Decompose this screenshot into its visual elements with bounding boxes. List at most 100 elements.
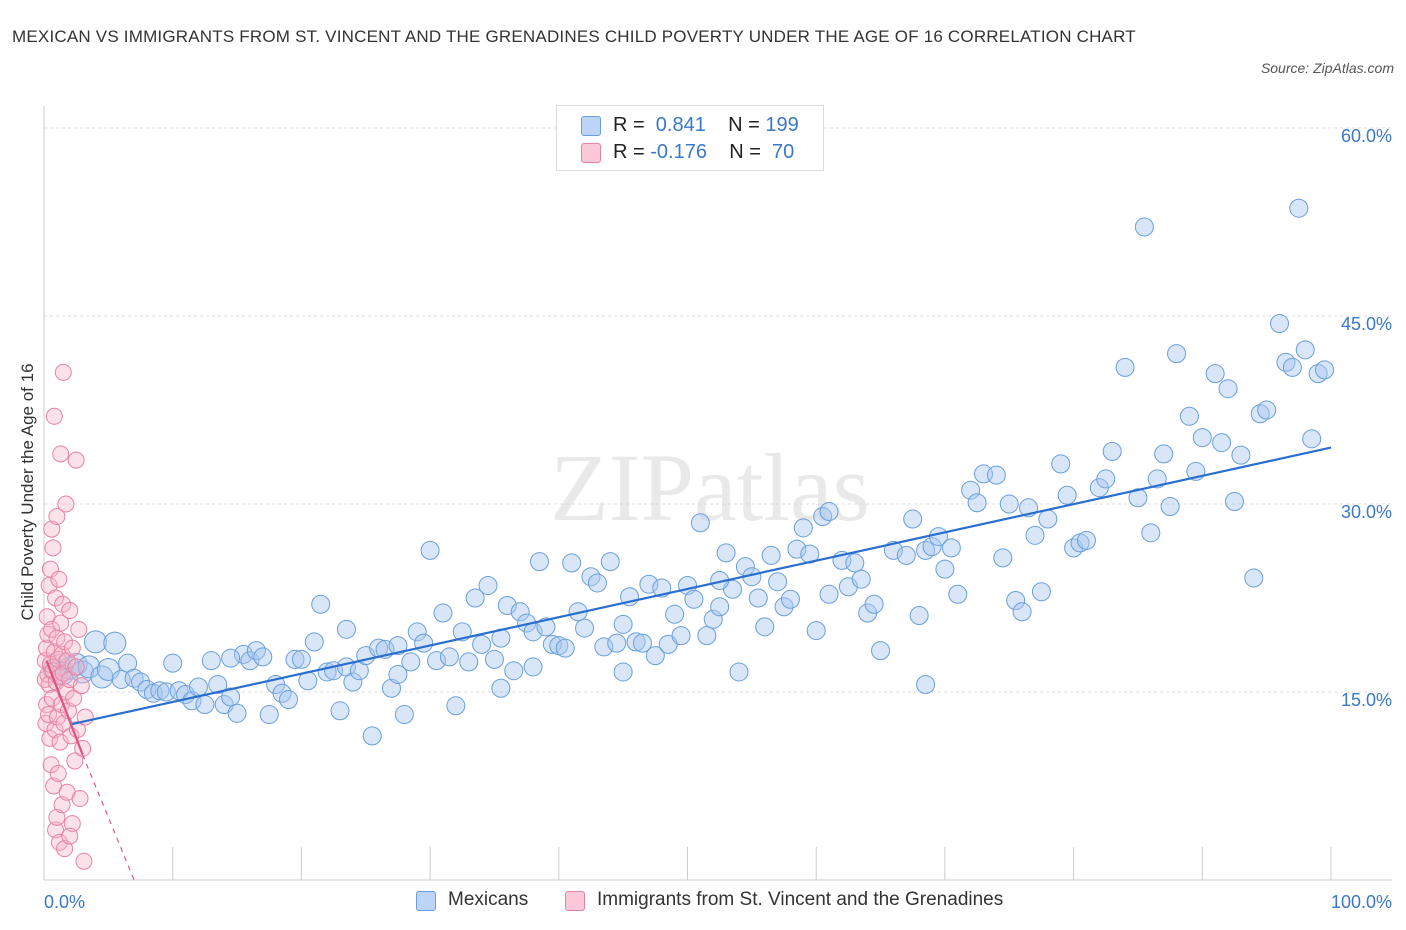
data-point-mexicans: [1282, 357, 1302, 377]
data-point-mexicans: [1128, 488, 1148, 508]
gridlines: [44, 127, 1392, 693]
legend-r-label: R =: [613, 141, 651, 163]
data-point-mexicans: [986, 465, 1006, 485]
data-point-mexicans: [1192, 428, 1212, 448]
data-point-mexicans: [1302, 429, 1322, 449]
data-point-mexicans: [504, 661, 524, 681]
data-point-immigrants: [63, 639, 81, 657]
data-point-mexicans: [201, 651, 221, 671]
data-point-mexicans: [697, 626, 717, 646]
data-point-mexicans: [555, 638, 575, 658]
data-point-mexicans: [993, 548, 1013, 568]
data-point-mexicans: [806, 621, 826, 641]
data-point-mexicans: [632, 633, 652, 653]
data-point-immigrants: [61, 827, 79, 845]
bottom-legend-swatch-mexicans: [416, 891, 436, 911]
data-point-immigrants: [63, 815, 81, 833]
data-point-mexicans: [755, 617, 775, 637]
data-point-mexicans: [131, 672, 151, 692]
data-point-mexicans: [1057, 485, 1077, 505]
data-point-mexicans: [948, 584, 968, 604]
data-point-mexicans: [195, 695, 215, 715]
data-point-mexicans: [510, 602, 530, 622]
data-point-mexicans: [871, 641, 891, 661]
legend-swatch-mexicans: [581, 116, 601, 136]
data-point-immigrants: [42, 756, 60, 774]
data-point-mexicans: [1051, 454, 1071, 474]
y-tick-label: 45.0%: [1341, 314, 1392, 334]
data-point-immigrants: [70, 620, 88, 638]
data-point-mexicans: [465, 588, 485, 608]
data-point-mexicans: [562, 553, 582, 573]
data-point-mexicans: [285, 649, 305, 669]
data-point-mexicans: [703, 609, 723, 629]
data-point-mexicans: [1134, 217, 1154, 237]
data-point-mexicans: [1224, 491, 1244, 511]
data-point-mexicans: [684, 589, 704, 609]
data-point-immigrants: [46, 721, 64, 739]
data-point-mexicans: [388, 636, 408, 656]
data-point-immigrants: [54, 595, 72, 613]
data-point-mexicans: [819, 584, 839, 604]
data-point-mexicans: [433, 603, 453, 623]
data-point-mexicans: [491, 678, 511, 698]
data-point-mexicans: [909, 606, 929, 626]
legend-swatch-immigrants: [581, 143, 601, 163]
data-point-mexicans: [1167, 344, 1187, 364]
data-point-mexicans: [124, 668, 144, 688]
data-point-immigrants: [52, 445, 70, 463]
data-point-mexicans: [536, 617, 556, 637]
data-point-mexicans: [999, 494, 1019, 514]
data-point-mexicans: [336, 619, 356, 639]
data-point-mexicans: [1315, 360, 1335, 380]
data-point-mexicans: [420, 540, 440, 560]
data-point-immigrants: [65, 689, 83, 707]
data-point-mexicans: [690, 513, 710, 533]
data-point-mexicans: [1231, 445, 1251, 465]
legend-n-label: N =: [729, 141, 767, 163]
trend-lines: [45, 446, 1332, 881]
legend-r-value: 0.841: [650, 114, 706, 136]
data-point-mexicans: [607, 633, 627, 653]
data-point-mexicans: [343, 672, 363, 692]
data-point-mexicans: [446, 696, 466, 716]
data-point-mexicans: [150, 681, 170, 701]
data-point-immigrants: [49, 708, 67, 726]
y-tick-label: 30.0%: [1341, 502, 1392, 522]
data-point-mexicans: [813, 507, 833, 527]
data-point-immigrants: [50, 570, 68, 588]
data-point-mexicans: [575, 618, 595, 638]
data-point-immigrants: [61, 602, 79, 620]
data-point-immigrants: [47, 821, 65, 839]
x-tick-label: 100.0%: [1331, 892, 1392, 912]
data-point-mexicans: [163, 653, 183, 673]
data-point-immigrants: [71, 790, 89, 808]
data-point-mexicans: [542, 634, 562, 654]
data-point-immigrants: [43, 520, 61, 538]
y-axis-label: Child Poverty Under the Age of 16: [18, 363, 37, 620]
data-point-mexicans: [587, 573, 607, 593]
data-point-immigrants: [53, 796, 71, 814]
data-point-mexicans: [896, 545, 916, 565]
data-point-immigrants: [67, 451, 85, 469]
data-point-mexicans: [1250, 404, 1270, 424]
data-point-mexicans: [1115, 357, 1135, 377]
data-point-mexicans: [414, 633, 434, 653]
series-mexicans: [42, 198, 1335, 746]
data-point-immigrants: [75, 852, 93, 870]
data-point-mexicans: [710, 597, 730, 617]
data-point-mexicans: [645, 646, 665, 666]
data-point-immigrants: [48, 508, 66, 526]
data-point-mexicans: [1244, 568, 1264, 588]
data-point-mexicans: [787, 539, 807, 559]
data-point-mexicans: [103, 631, 127, 655]
data-point-mexicans: [259, 705, 279, 725]
data-point-mexicans: [639, 574, 659, 594]
data-point-mexicans: [459, 652, 479, 672]
data-point-mexicans: [594, 637, 614, 657]
data-point-mexicans: [1031, 582, 1051, 602]
data-point-mexicans: [780, 589, 800, 609]
axes: [43, 106, 1392, 881]
data-point-immigrants: [44, 539, 62, 557]
x-tick-labels: 0.0% 100.0%: [44, 892, 1392, 912]
